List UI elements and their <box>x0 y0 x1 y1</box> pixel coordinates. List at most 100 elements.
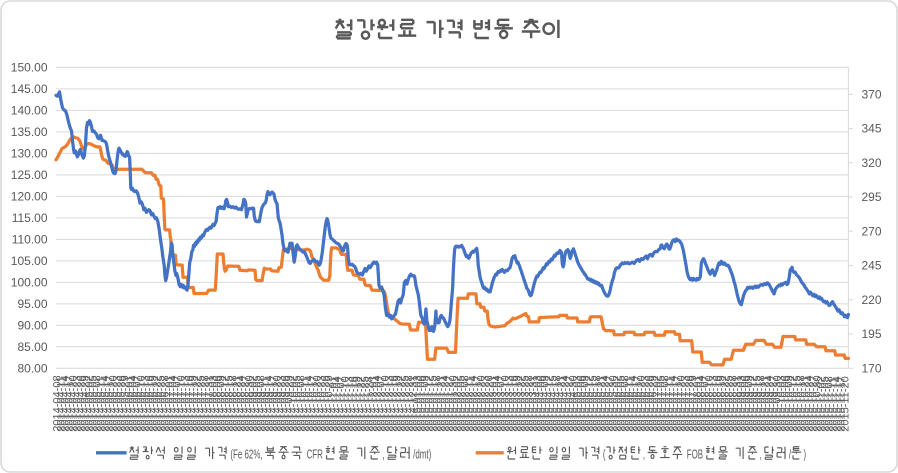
svg-text:2014-07-16: 2014-07-16 <box>184 375 196 431</box>
svg-text:2015-02-23: 2015-02-23 <box>480 375 492 431</box>
svg-text:2015-09-15: 2015-09-15 <box>752 375 764 431</box>
svg-text:2015-11-11: 2015-11-11 <box>828 377 840 432</box>
svg-text:2015-03-28: 2015-03-28 <box>524 375 536 431</box>
svg-text:2014-08-15: 2014-08-15 <box>224 375 236 431</box>
svg-text:2014-07-28: 2014-07-28 <box>200 375 212 431</box>
svg-text:2014-09-17: 2014-09-17 <box>268 375 280 431</box>
svg-text:2015-09-12: 2015-09-12 <box>748 375 760 431</box>
svg-text:2015-03-10: 2015-03-10 <box>500 375 512 431</box>
svg-text:2015-03-25: 2015-03-25 <box>520 375 532 431</box>
svg-text:130.00: 130.00 <box>11 147 48 161</box>
svg-text:2015-01-30: 2015-01-30 <box>448 375 460 431</box>
svg-text:2015-05-12: 2015-05-12 <box>584 375 596 431</box>
svg-text:2015-09-09: 2015-09-09 <box>744 375 756 431</box>
svg-text:2014-11-28: 2014-11-28 <box>364 376 376 431</box>
svg-text:2014-12-04: 2014-12-04 <box>372 375 384 431</box>
svg-text:2014-08-21: 2014-08-21 <box>232 375 244 431</box>
svg-text:2015-06-08: 2015-06-08 <box>620 375 632 431</box>
svg-text:2015-02-05: 2015-02-05 <box>456 375 468 431</box>
svg-text:2014-12-22: 2014-12-22 <box>396 375 408 431</box>
svg-text:2015-11-05: 2015-11-05 <box>820 376 832 431</box>
svg-text:2014-07-31: 2014-07-31 <box>204 375 216 431</box>
svg-text:110.00: 110.00 <box>12 233 48 247</box>
svg-text:2015-01-12: 2015-01-12 <box>424 375 436 431</box>
svg-text:2014-08-12: 2014-08-12 <box>220 375 232 431</box>
svg-text:2015-01-15: 2015-01-15 <box>428 375 440 431</box>
svg-text:95.00: 95.00 <box>17 297 47 311</box>
svg-text:2015-03-07: 2015-03-07 <box>496 375 508 431</box>
svg-text:2015-08-04: 2015-08-04 <box>696 375 708 431</box>
svg-text:2015-04-21: 2015-04-21 <box>556 375 568 431</box>
svg-text:2014-12-01: 2014-12-01 <box>368 375 380 431</box>
svg-text:2015-01-09: 2015-01-09 <box>420 375 432 431</box>
svg-text:2015-10-06: 2015-10-06 <box>780 375 792 431</box>
svg-text:2015-09-18: 2015-09-18 <box>756 375 768 431</box>
svg-text:2014-11-07: 2014-11-07 <box>336 376 348 431</box>
svg-text:2015-04-24: 2015-04-24 <box>560 375 572 431</box>
svg-text:2014-10-23: 2014-10-23 <box>316 375 328 431</box>
svg-text:2014-08-24: 2014-08-24 <box>236 375 248 431</box>
svg-text:2014-09-20: 2014-09-20 <box>272 375 284 431</box>
svg-text:2015-11-02: 2015-11-02 <box>816 376 828 431</box>
svg-text:295: 295 <box>862 190 882 204</box>
svg-text:2014-10-11: 2014-10-11 <box>300 376 312 431</box>
svg-text:2015-04-09: 2015-04-09 <box>540 375 552 431</box>
svg-text:,: , <box>382 446 386 461</box>
svg-text:2015-06-11: 2015-06-11 <box>624 376 636 431</box>
svg-text:2015-01-21: 2015-01-21 <box>436 375 448 431</box>
svg-text:2015-07-26: 2015-07-26 <box>684 375 696 431</box>
svg-text:FOB: FOB <box>685 446 706 461</box>
svg-text:2014-07-04: 2014-07-04 <box>168 375 180 431</box>
svg-text:2014-10-17: 2014-10-17 <box>308 375 320 431</box>
svg-text:195: 195 <box>862 327 882 341</box>
svg-text:2015-10-12: 2015-10-12 <box>788 375 800 431</box>
svg-text:2015-03-01: 2015-03-01 <box>488 375 500 431</box>
svg-text:115.00: 115.00 <box>12 211 48 225</box>
svg-text:2015-03-04: 2015-03-04 <box>492 375 504 431</box>
svg-text:2015-04-03: 2015-04-03 <box>532 375 544 431</box>
svg-text:2015-09-21: 2015-09-21 <box>760 375 772 431</box>
svg-text:2015-05-27: 2015-05-27 <box>604 375 616 431</box>
svg-text:105.00: 105.00 <box>11 254 48 268</box>
svg-text:2014-08-30: 2014-08-30 <box>244 375 256 431</box>
svg-text:170: 170 <box>862 362 882 376</box>
svg-text:2015-04-06: 2015-04-06 <box>536 375 548 431</box>
svg-text:2015-07-05: 2015-07-05 <box>656 375 668 431</box>
svg-text:2014-06-19: 2014-06-19 <box>148 375 160 431</box>
svg-text:2015-07-08: 2015-07-08 <box>660 375 672 431</box>
svg-text:2015-01-03: 2015-01-03 <box>412 375 424 431</box>
svg-text:2015-04-30: 2015-04-30 <box>568 375 580 431</box>
svg-text:2014-12-25: 2014-12-25 <box>400 375 412 431</box>
svg-text:2014-11-19: 2014-11-19 <box>352 376 364 431</box>
svg-text:2015-03-22: 2015-03-22 <box>516 375 528 431</box>
svg-text:2015-06-02: 2015-06-02 <box>612 375 624 431</box>
svg-text:2015-02-17: 2015-02-17 <box>472 375 484 431</box>
svg-text:2015-06-23: 2015-06-23 <box>640 375 652 431</box>
svg-text:2014-04-11: 2014-04-11 <box>56 376 68 431</box>
svg-text:2014-05-29: 2014-05-29 <box>120 375 132 431</box>
svg-text:2015-01-18: 2015-01-18 <box>432 375 444 431</box>
svg-text:2015-05-15: 2015-05-15 <box>588 375 600 431</box>
svg-text:2015-06-26: 2015-06-26 <box>644 375 656 431</box>
svg-text:2015-11-20: 2015-11-20 <box>840 376 852 431</box>
svg-text:2015-11-14: 2015-11-14 <box>832 376 844 431</box>
svg-text:2015-05-21: 2015-05-21 <box>596 375 608 431</box>
svg-text:(: ( <box>603 446 606 461</box>
svg-text:2015-04-18: 2015-04-18 <box>552 375 564 431</box>
svg-text:80.00: 80.00 <box>17 362 47 376</box>
svg-text:2014-04-17: 2014-04-17 <box>64 375 76 431</box>
svg-text:2015-05-24: 2015-05-24 <box>600 375 612 431</box>
svg-text:2015-03-13: 2015-03-13 <box>504 375 516 431</box>
svg-text:2015-04-12: 2015-04-12 <box>544 375 556 431</box>
svg-text:2014-08-03: 2014-08-03 <box>208 375 220 431</box>
svg-text:2014-10-05: 2014-10-05 <box>292 375 304 431</box>
svg-text:2014-06-25: 2014-06-25 <box>156 375 168 431</box>
svg-text:2014-09-08: 2014-09-08 <box>256 375 268 431</box>
svg-text:2014-04-20: 2014-04-20 <box>68 375 80 431</box>
svg-text:2014-06-16: 2014-06-16 <box>144 375 156 431</box>
svg-text:2014-05-14: 2014-05-14 <box>100 375 112 431</box>
svg-text:2014-06-01: 2014-06-01 <box>124 375 136 431</box>
svg-text:2015-08-22: 2015-08-22 <box>720 375 732 431</box>
svg-text:2014-05-11: 2014-05-11 <box>96 376 108 431</box>
svg-text:2014-09-02: 2014-09-02 <box>248 375 260 431</box>
